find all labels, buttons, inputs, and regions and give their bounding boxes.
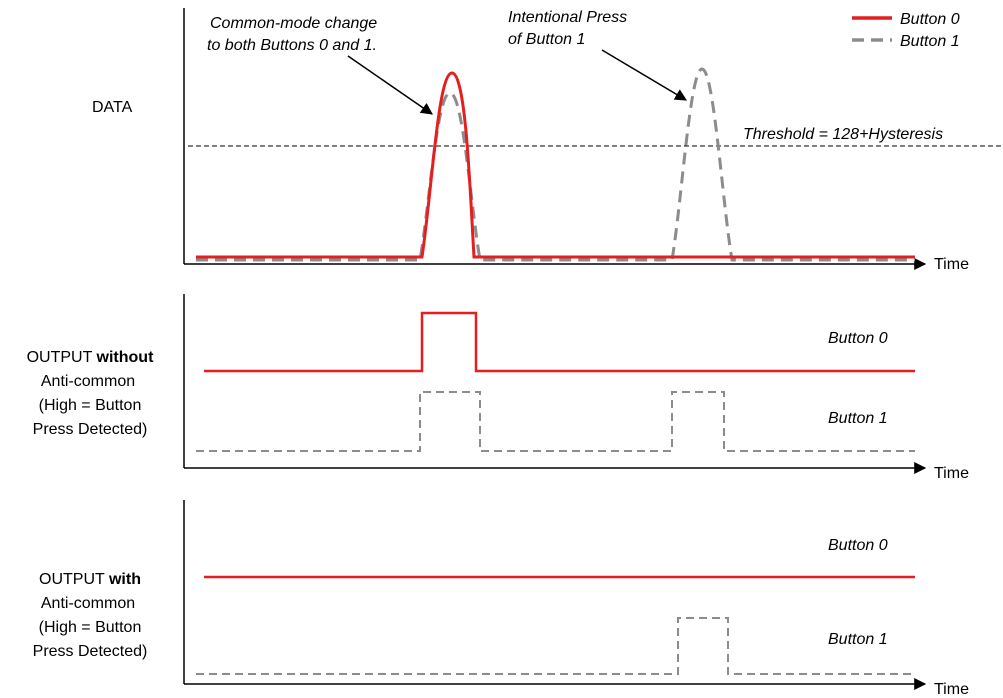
annotation-intentional-line1: Intentional Press [508,9,627,26]
with-button1-label: Button 1 [828,631,888,648]
output-without-label-line2: Anti-common [41,373,135,390]
data-panel-label: DATA [92,99,133,116]
output-with-label: OUTPUT with Anti-common (High = Button P… [33,571,148,660]
output-with-label-line3: (High = Button [39,619,142,636]
threshold-label: Threshold = 128+Hysteresis [743,126,943,143]
output-without-label-line1: OUTPUT without [27,349,154,366]
output-with-label-line2: Anti-common [41,595,135,612]
without-time-label: Time [934,465,969,482]
output-with-label-line4: Press Detected) [33,643,148,660]
legend-button1-label: Button 1 [900,33,960,50]
legend: Button 0 Button 1 [852,11,960,50]
with-button0-label: Button 0 [828,537,888,554]
annotation-common-arrow [347,55,433,115]
output-without-label-line3: (High = Button [39,397,142,414]
legend-button0-label: Button 0 [900,11,960,28]
data-time-label: Time [934,256,969,273]
annotation-intentional-arrow [601,49,688,101]
data-button0-trace [196,71,915,259]
without-button0-label: Button 0 [828,330,888,347]
with-time-label: Time [934,681,969,698]
without-button1-label: Button 1 [828,410,888,427]
with-button1-trace [196,617,915,675]
without-button0-trace [204,311,915,373]
output-without-label-line4: Press Detected) [33,421,148,438]
annotation-intentional-line2: of Button 1 [508,31,585,48]
output-with-panel: OUTPUT with Anti-common (High = Button P… [33,500,969,698]
output-without-panel: OUTPUT without Anti-common (High = Butto… [27,294,969,482]
output-without-label: OUTPUT without Anti-common (High = Butto… [27,349,154,438]
data-button1-trace [196,67,915,262]
output-with-label-line1: OUTPUT with [39,571,141,588]
annotation-common-line1: Common-mode change [210,15,377,32]
annotation-common-line2: to both Buttons 0 and 1. [207,37,377,54]
without-button1-trace [196,391,915,452]
data-panel: DATA Time Threshold = 128+Hysteresis Com… [92,8,1003,273]
